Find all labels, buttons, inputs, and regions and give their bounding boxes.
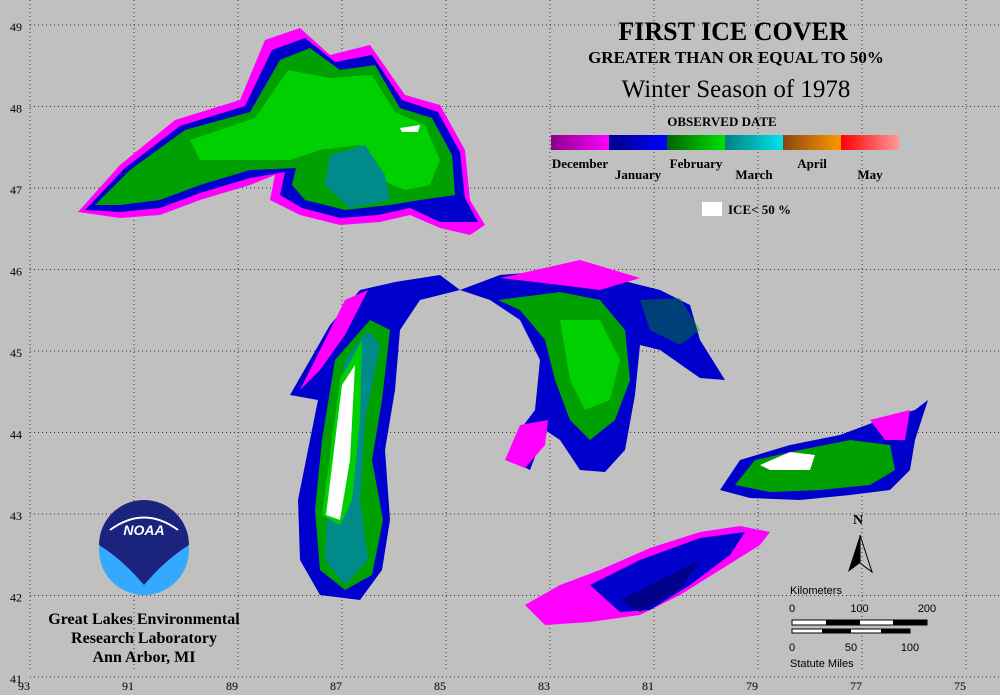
scale-title: Statute Miles [790,658,854,670]
longitude-label: 81 [642,679,654,693]
longitude-label: 79 [746,679,758,693]
latitude-label: 46 [10,265,22,279]
legend-swatch [551,135,609,150]
noaa-logo: NOAA [99,500,189,595]
legend-swatch [841,135,899,150]
latitude-label: 47 [10,183,22,197]
legend-swatch [725,135,783,150]
lake-superior [78,28,485,235]
km-tick-label: 100 [850,603,868,615]
latitude-label: 41 [10,672,22,686]
longitude-label: 85 [434,679,446,693]
north-arrow [859,534,873,574]
lake-ontario [720,400,928,500]
longitude-label: 75 [954,679,966,693]
legend-label: May [857,167,883,182]
longitude-label: 93 [18,679,30,693]
legend-label: December [552,156,609,171]
season: Winter Season of 1978 [622,76,851,103]
latitude-label: 49 [10,20,22,34]
legend-swatch [667,135,725,150]
legend-label: April [797,156,827,171]
legend-title: OBSERVED DATE [667,114,776,129]
credit-line: Research Laboratory [71,630,217,647]
lake-huron [460,260,725,472]
latitude-label: 43 [10,509,22,523]
legend-label: January [615,167,662,182]
latitude-label: 45 [10,346,22,360]
legend-swatch [783,135,841,150]
longitude-label: 77 [850,679,862,693]
km-tick-label: 0 [789,603,795,615]
north-arrow [848,535,860,572]
ice-label: ICE< 50 % [728,202,791,217]
latitude-label: 48 [10,102,22,116]
north-label: N [853,513,863,528]
longitude-label: 89 [226,679,238,693]
scale-bar: 0 100 200 0 50 100 [789,603,936,654]
mile-tick-label: 100 [901,642,919,654]
mile-tick-label: 0 [789,642,795,654]
logo-text: NOAA [123,522,164,538]
scale-title: Kilometers [790,585,842,597]
longitude-label: 91 [122,679,134,693]
ice-swatch [702,202,722,216]
latitude-label: 42 [10,591,22,605]
credit-line: Ann Arbor, MI [93,649,196,666]
longitude-label: 83 [538,679,550,693]
lake-michigan [290,275,460,600]
legend-label: February [670,156,723,171]
subtitle: GREATER THAN OR EQUAL TO 50% [588,48,884,67]
km-tick-label: 200 [918,603,936,615]
legend-label: March [735,167,773,182]
longitude-label: 87 [330,679,342,693]
credit-line: Great Lakes Environmental [48,611,240,628]
title: FIRST ICE COVER [618,17,847,46]
latitude-label: 44 [10,428,22,442]
legend: December January February March April May [551,135,899,182]
legend-swatch [609,135,667,150]
mile-tick-label: 50 [845,642,857,654]
lake-erie [525,526,770,625]
